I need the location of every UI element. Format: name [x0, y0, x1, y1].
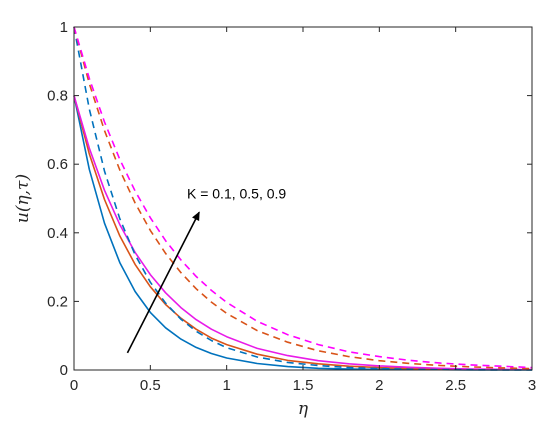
- y-tick-label: 0.8: [47, 88, 68, 105]
- annotation-text: K = 0.1, 0.5, 0.9: [187, 186, 286, 202]
- x-tick-label: 2: [375, 377, 383, 394]
- ticks-layer: 0 0.5 1 1.5 2 2.5 3 0 0.2 0.4 0.6 0.8 1: [47, 19, 536, 394]
- x-tick-label: 2.5: [445, 377, 466, 394]
- y-tick-label: 1: [60, 19, 68, 36]
- series-line-4: [73, 26, 532, 371]
- x-tick-label: 1: [222, 377, 230, 394]
- annotation-layer: K = 0.1, 0.5, 0.9: [126, 186, 286, 354]
- series-line-3: [73, 95, 533, 371]
- y-tick-label: 0.6: [47, 156, 68, 173]
- y-axis-label: u(η,τ): [13, 174, 33, 223]
- y-tick-label: 0: [60, 362, 68, 379]
- series-line-5: [73, 26, 533, 370]
- x-tick-label: 1.5: [293, 377, 314, 394]
- series-line-2: [73, 95, 532, 371]
- x-tick-label: 0: [70, 377, 78, 394]
- x-tick-label: 0.5: [140, 377, 161, 394]
- x-axis-label: η: [298, 399, 309, 419]
- x-tick-label: 3: [528, 377, 536, 394]
- annotation-arrow: [126, 211, 200, 354]
- y-tick-label: 0.2: [47, 293, 68, 310]
- y-tick-label: 0.4: [47, 225, 68, 242]
